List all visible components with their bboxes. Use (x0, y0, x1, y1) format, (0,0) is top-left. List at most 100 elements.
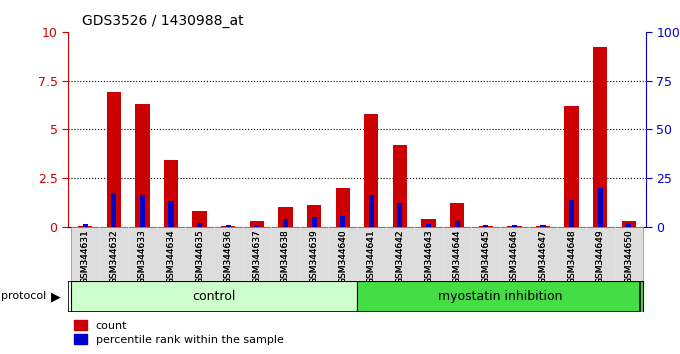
Bar (586, 227, 615, 281)
Bar (507, 225, 522, 227)
Bar (107, 92, 121, 227)
Bar (615, 227, 643, 281)
Bar (426, 224, 431, 227)
Bar (483, 225, 488, 227)
Bar (369, 195, 374, 227)
Text: GSM344646: GSM344646 (510, 229, 519, 284)
Text: GSM344637: GSM344637 (252, 229, 261, 284)
Bar (128, 227, 156, 281)
Bar (443, 227, 471, 281)
Text: GSM344640: GSM344640 (338, 229, 347, 284)
Text: GSM344642: GSM344642 (396, 229, 405, 284)
Bar (500, 227, 528, 281)
Bar (243, 227, 271, 281)
Text: GSM344638: GSM344638 (281, 229, 290, 284)
Text: GSM344644: GSM344644 (453, 229, 462, 284)
Bar (541, 225, 545, 227)
Text: GSM344647: GSM344647 (539, 229, 547, 284)
Bar (569, 200, 574, 227)
Text: GSM344634: GSM344634 (167, 229, 175, 284)
Text: GDS3526 / 1430988_at: GDS3526 / 1430988_at (82, 14, 243, 28)
Text: GSM344636: GSM344636 (224, 229, 233, 284)
Text: GSM344641: GSM344641 (367, 229, 376, 284)
Bar (422, 219, 436, 227)
Text: GSM344647: GSM344647 (539, 229, 547, 284)
Bar (311, 217, 317, 227)
Text: GSM344649: GSM344649 (596, 229, 605, 284)
Bar (221, 225, 235, 227)
Bar (78, 225, 92, 227)
Bar (450, 203, 464, 227)
Text: GSM344635: GSM344635 (195, 229, 204, 284)
Text: GSM344648: GSM344648 (567, 229, 576, 284)
Bar (71, 281, 357, 312)
Bar (214, 227, 243, 281)
Bar (558, 227, 586, 281)
Bar (622, 221, 636, 227)
Text: GSM344636: GSM344636 (224, 229, 233, 284)
Bar (454, 221, 460, 227)
Bar (307, 205, 321, 227)
Text: GSM344635: GSM344635 (195, 229, 204, 284)
Bar (340, 216, 345, 227)
Text: GSM344631: GSM344631 (81, 229, 90, 284)
Text: GSM344645: GSM344645 (481, 229, 490, 284)
Bar (169, 201, 173, 227)
Bar (156, 227, 186, 281)
Bar (112, 193, 116, 227)
Bar (71, 227, 99, 281)
Bar (82, 224, 88, 227)
Text: GSM344648: GSM344648 (567, 229, 576, 284)
Bar (271, 227, 300, 281)
Text: GSM344646: GSM344646 (510, 229, 519, 284)
Text: GSM344650: GSM344650 (624, 229, 633, 284)
Bar (536, 225, 550, 227)
Bar (357, 281, 643, 312)
Bar (593, 47, 607, 227)
Text: GSM344643: GSM344643 (424, 229, 433, 284)
Text: protocol: protocol (1, 291, 46, 302)
Text: GSM344640: GSM344640 (338, 229, 347, 284)
Text: GSM344644: GSM344644 (453, 229, 462, 284)
Bar (164, 160, 178, 227)
Bar (197, 223, 202, 227)
Text: GSM344641: GSM344641 (367, 229, 376, 284)
Bar (328, 227, 357, 281)
Bar (564, 106, 579, 227)
Bar (414, 227, 443, 281)
Bar (528, 227, 558, 281)
Text: GSM344638: GSM344638 (281, 229, 290, 284)
Bar (386, 227, 414, 281)
Text: GSM344639: GSM344639 (309, 229, 318, 284)
Text: GSM344639: GSM344639 (309, 229, 318, 284)
Text: GSM344637: GSM344637 (252, 229, 261, 284)
Bar (226, 225, 231, 227)
Bar (140, 195, 145, 227)
Text: control: control (192, 290, 235, 303)
Text: GSM344645: GSM344645 (481, 229, 490, 284)
Bar (250, 221, 264, 227)
Bar (364, 114, 379, 227)
Text: GSM344649: GSM344649 (596, 229, 605, 284)
Bar (598, 188, 602, 227)
Text: GSM344650: GSM344650 (624, 229, 633, 284)
Bar (479, 225, 493, 227)
Text: GSM344633: GSM344633 (138, 229, 147, 284)
Text: GSM344632: GSM344632 (109, 229, 118, 284)
Bar (512, 225, 517, 227)
Text: GSM344634: GSM344634 (167, 229, 175, 284)
Bar (283, 219, 288, 227)
Text: GSM344633: GSM344633 (138, 229, 147, 284)
Bar (278, 207, 292, 227)
Bar (186, 227, 214, 281)
Bar (397, 203, 403, 227)
Bar (99, 227, 128, 281)
Bar (135, 104, 150, 227)
Bar (300, 227, 328, 281)
Bar (393, 145, 407, 227)
Text: ▶: ▶ (51, 290, 61, 303)
Bar (357, 227, 386, 281)
Bar (471, 227, 500, 281)
Text: GSM344632: GSM344632 (109, 229, 118, 284)
Text: GSM344642: GSM344642 (396, 229, 405, 284)
